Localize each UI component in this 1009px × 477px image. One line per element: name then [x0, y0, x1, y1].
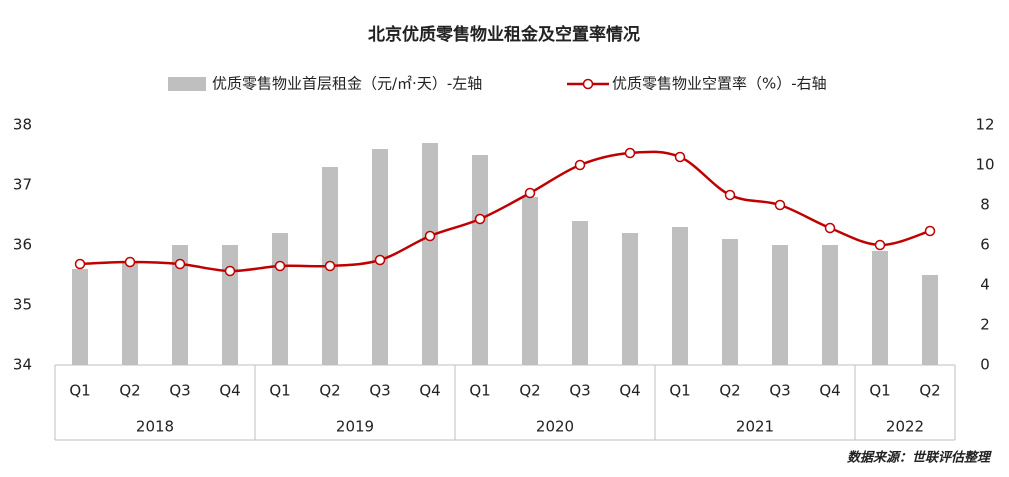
- x-tick-label: Q2: [919, 382, 940, 400]
- group-label: 2019: [336, 418, 374, 436]
- bar: [522, 197, 538, 365]
- bar: [72, 269, 88, 365]
- x-tick-label: Q3: [569, 382, 590, 400]
- y2-tick-label: 2: [980, 316, 990, 334]
- bar: [772, 245, 788, 365]
- x-tick-label: Q2: [319, 382, 340, 400]
- line-marker: [674, 151, 686, 163]
- x-tick-label: Q3: [769, 382, 790, 400]
- chart-title: 北京优质零售物业租金及空置率情况: [368, 24, 640, 45]
- group-label: 2021: [736, 418, 774, 436]
- x-tick-label: Q1: [669, 382, 690, 400]
- line-marker: [874, 239, 886, 251]
- x-tick-label: Q4: [819, 382, 840, 400]
- bar: [422, 143, 438, 365]
- y-tick-label: 38: [13, 116, 32, 134]
- legend-swatch: [168, 77, 206, 91]
- line-marker: [224, 265, 236, 277]
- group-label: 2018: [136, 418, 174, 436]
- x-tick-label: Q2: [519, 382, 540, 400]
- bar: [622, 233, 638, 365]
- line-marker: [124, 256, 136, 268]
- line-marker: [424, 230, 436, 242]
- x-tick-label: Q1: [469, 382, 490, 400]
- line-marker: [574, 159, 586, 171]
- y-tick-label: 37: [13, 176, 32, 194]
- line-marker: [524, 187, 536, 199]
- line-marker: [174, 258, 186, 270]
- bar: [722, 239, 738, 365]
- line-marker: [374, 254, 386, 266]
- group-label: 2020: [536, 418, 574, 436]
- bar: [672, 227, 688, 365]
- source: 数据来源：世联评估整理: [847, 450, 992, 466]
- x-tick-label: Q2: [719, 382, 740, 400]
- x-tick-label: Q4: [219, 382, 240, 400]
- line-marker: [924, 225, 936, 237]
- x-tick-label: Q1: [69, 382, 90, 400]
- y2-tick-label: 4: [980, 276, 990, 294]
- y-tick-label: 36: [13, 236, 32, 254]
- legend-marker: [582, 78, 594, 90]
- line-marker: [824, 222, 836, 234]
- line-marker: [274, 260, 286, 272]
- x-tick-label: Q3: [369, 382, 390, 400]
- y2-tick-label: 0: [980, 356, 990, 374]
- y2-tick-label: 10: [975, 156, 994, 174]
- bar: [472, 155, 488, 365]
- y-tick-label: 35: [13, 296, 32, 314]
- line-marker: [624, 147, 636, 159]
- x-tick-label: Q4: [419, 382, 440, 400]
- y2-tick-label: 12: [975, 116, 994, 134]
- bar: [822, 245, 838, 365]
- line-marker: [324, 260, 336, 272]
- bar: [122, 263, 138, 365]
- bar: [922, 275, 938, 365]
- legend-label: 优质零售物业首层租金（元/㎡·天）-左轴: [212, 75, 482, 93]
- y-tick-label: 34: [13, 356, 32, 374]
- bar: [272, 233, 288, 365]
- x-tick-label: Q4: [619, 382, 640, 400]
- line-marker: [74, 258, 86, 270]
- bar: [222, 245, 238, 365]
- bar: [872, 251, 888, 365]
- x-tick-label: Q3: [169, 382, 190, 400]
- x-tick-label: Q1: [869, 382, 890, 400]
- bar: [572, 221, 588, 365]
- x-tick-label: Q2: [119, 382, 140, 400]
- line-marker: [474, 213, 486, 225]
- line-marker: [724, 189, 736, 201]
- group-label: 2022: [886, 418, 924, 436]
- y2-tick-label: 8: [980, 196, 990, 214]
- y2-tick-label: 6: [980, 236, 990, 254]
- x-tick-label: Q1: [269, 382, 290, 400]
- line-marker: [774, 199, 786, 211]
- line: [79, 150, 931, 273]
- legend-label: 优质零售物业空置率（%）-右轴: [612, 75, 827, 93]
- bar: [172, 245, 188, 365]
